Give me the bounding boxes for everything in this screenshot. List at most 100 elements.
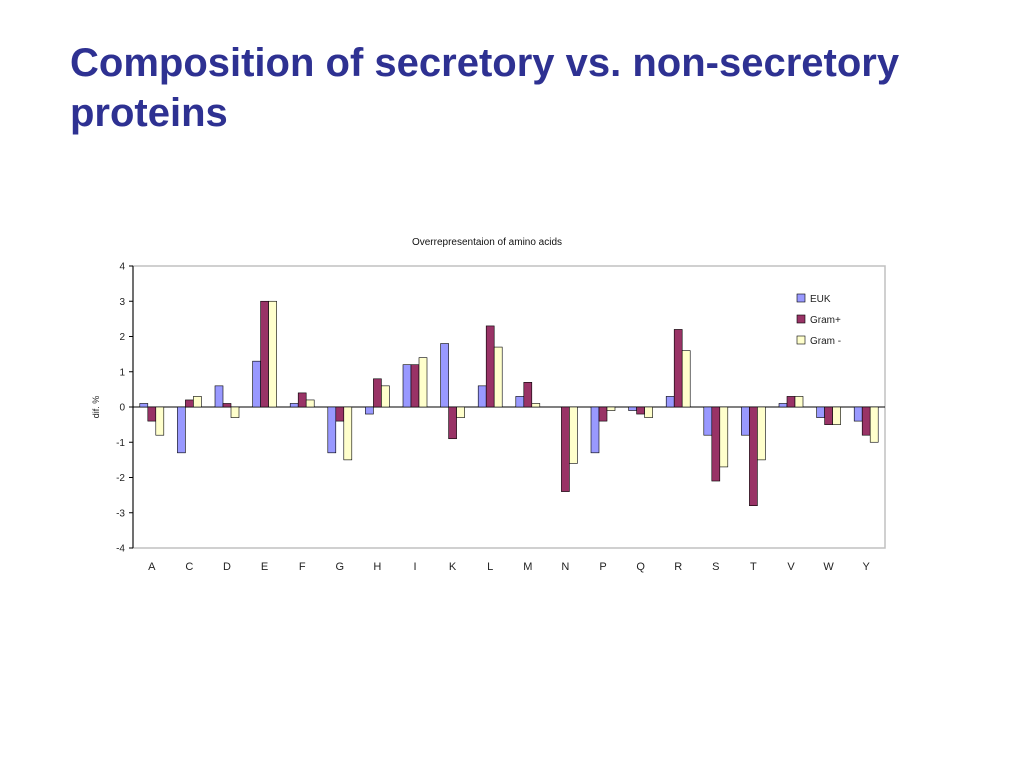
x-tick-label: V	[787, 561, 795, 573]
x-tick-label: E	[261, 561, 268, 573]
y-tick-label: -4	[116, 544, 125, 555]
legend: EUK Gram+ Gram -	[796, 293, 841, 347]
bar-euk-i	[402, 364, 412, 408]
bar-euk-e	[252, 360, 261, 408]
bar-euk-m	[515, 396, 525, 408]
legend-swatch	[796, 335, 806, 345]
bar-gram-d	[222, 403, 232, 408]
x-tick-label: A	[148, 561, 156, 573]
bar-euk-t	[741, 406, 750, 436]
legend-label: Gram+	[810, 315, 841, 326]
bar-euk-v	[778, 403, 788, 408]
bar-gram-a	[147, 406, 157, 422]
bar-euk-q	[628, 406, 637, 411]
bar-euk-c	[177, 406, 186, 454]
bar-gram-v	[794, 396, 804, 408]
bar-gram-e	[260, 300, 269, 408]
x-tick-label: D	[223, 561, 231, 573]
bar-euk-s	[703, 406, 713, 436]
bar-euk-y	[853, 406, 863, 422]
bar-gram-g	[343, 406, 353, 461]
x-tick-label: H	[373, 561, 381, 573]
bar-gram-t	[757, 406, 766, 461]
bar-gram-h	[381, 385, 390, 408]
x-tick-label: N	[561, 561, 569, 573]
bar-gram-k	[448, 406, 457, 440]
bar-gram-t	[749, 406, 758, 506]
bar-euk-a	[139, 403, 149, 408]
bar-gram-f	[305, 399, 315, 408]
x-tick-label: Q	[636, 561, 645, 573]
bar-euk-w	[816, 406, 825, 418]
bar-gram-a	[155, 406, 165, 436]
y-tick-label: 0	[119, 403, 125, 414]
bar-gram-f	[297, 392, 307, 408]
x-tick-label: F	[299, 561, 306, 573]
bar-gram-n	[561, 406, 570, 492]
x-tick-label: R	[674, 561, 682, 573]
bar-gram-l	[493, 346, 503, 408]
x-tick-label: G	[336, 561, 345, 573]
bar-euk-r	[665, 396, 675, 408]
bar-gram-y	[869, 406, 879, 443]
bar-gram-e	[268, 300, 277, 408]
x-tick-label: L	[487, 561, 493, 573]
x-tick-label: K	[449, 561, 457, 573]
y-tick-label: -3	[116, 508, 125, 519]
bar-gram-r	[681, 350, 691, 408]
x-tick-label: M	[523, 561, 532, 573]
bar-euk-l	[477, 385, 487, 408]
bar-gram-s	[719, 406, 729, 468]
bar-gram-m	[523, 382, 533, 408]
bar-gram-p	[606, 406, 616, 411]
slide-title: Composition of secretory vs. non-secreto…	[70, 41, 900, 135]
bar-euk-p	[590, 406, 600, 454]
bars-group	[139, 300, 879, 506]
y-axis-label: dif. %	[91, 396, 101, 419]
x-tick-label: I	[413, 561, 416, 573]
y-tick-label: -2	[116, 473, 125, 484]
x-tick-label: S	[712, 561, 719, 573]
x-tick-label: W	[823, 561, 834, 573]
bar-gram-g	[335, 406, 345, 422]
x-tick-label: C	[185, 561, 193, 573]
y-tick-label: 3	[119, 297, 125, 308]
y-tick-label: -1	[116, 438, 125, 449]
bar-gram-m	[531, 403, 541, 408]
bar-gram-n	[569, 406, 578, 464]
bar-gram-r	[673, 329, 683, 408]
legend-label: EUK	[810, 294, 831, 305]
legend-swatch	[796, 293, 806, 303]
bar-gram-l	[485, 325, 495, 408]
bar-gram-i	[410, 364, 420, 408]
bar-gram-d	[230, 406, 240, 418]
bar-gram-k	[456, 406, 465, 418]
bar-euk-d	[214, 385, 224, 408]
y-tick-label: 4	[119, 262, 125, 273]
x-tick-label: T	[750, 561, 757, 573]
x-tick-label: Y	[863, 561, 871, 573]
legend-swatch	[796, 314, 806, 324]
bar-gram-s	[711, 406, 721, 482]
x-tick-label: P	[599, 561, 606, 573]
bar-euk-k	[440, 343, 449, 408]
bar-euk-h	[365, 406, 374, 415]
bar-gram-y	[861, 406, 871, 436]
bar-gram-v	[786, 396, 796, 408]
y-tick-label: 2	[119, 332, 125, 343]
bar-euk-f	[289, 403, 299, 408]
bar-gram-i	[418, 357, 428, 408]
y-tick-label: 1	[119, 367, 125, 378]
legend-label: Gram -	[810, 336, 841, 347]
bar-gram-w	[824, 406, 833, 425]
bar-gram-w	[832, 406, 841, 425]
bar-gram-q	[636, 406, 645, 415]
chart-title: Overrepresentaion of amino acids	[412, 237, 562, 248]
bar-gram-c	[185, 399, 194, 408]
bar-gram-c	[193, 396, 202, 408]
bar-gram-p	[598, 406, 608, 422]
bar-euk-g	[327, 406, 337, 454]
